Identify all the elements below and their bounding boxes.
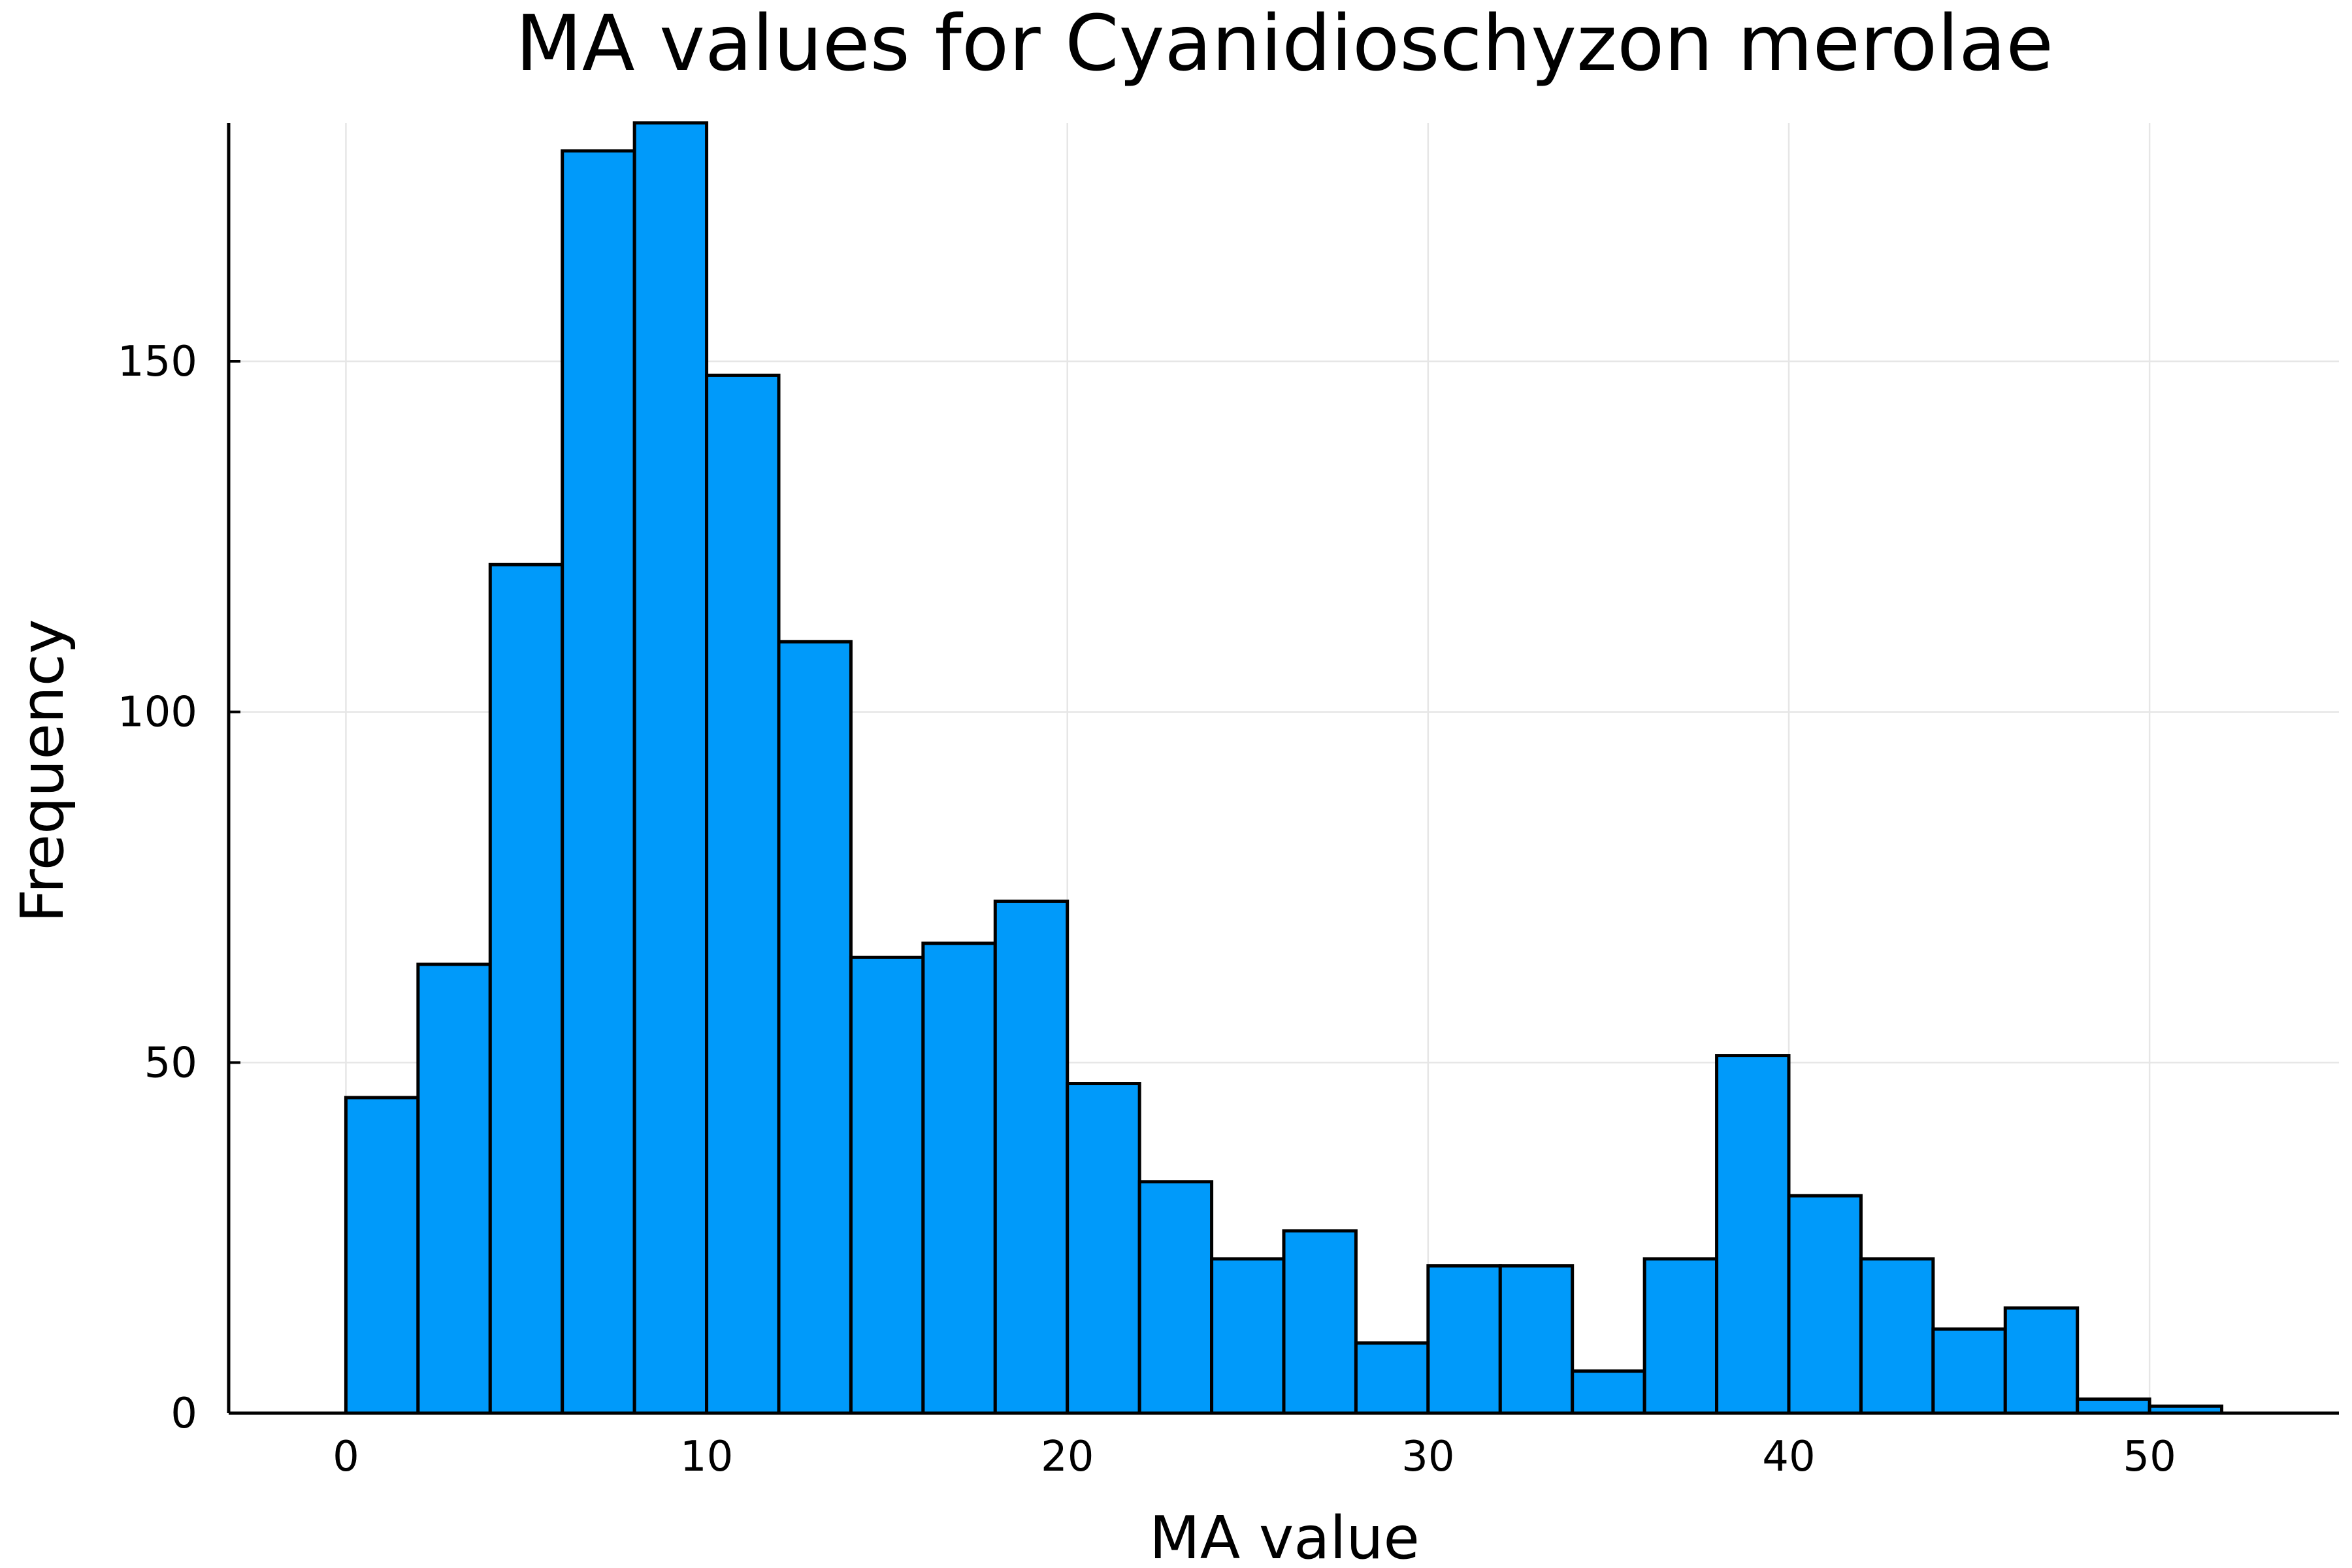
histogram-bar [1571, 1369, 1646, 1415]
histogram-bar [2076, 1397, 2151, 1415]
histogram-bar [1859, 1257, 1935, 1415]
histogram-bar [1282, 1229, 1358, 1415]
histogram-bar [488, 563, 564, 1415]
histogram-bar [2003, 1306, 2080, 1415]
histogram-bar [344, 1096, 420, 1415]
histogram-bar [1354, 1341, 1430, 1415]
axis-layer [227, 123, 2339, 1415]
histogram-bar [921, 941, 997, 1415]
histogram-bar [1426, 1264, 1502, 1415]
y-tick-label: 50 [144, 1039, 197, 1087]
tick-layer: 0 10 20 30 40 50 0 50 100 150 [118, 338, 2176, 1481]
histogram-bar [1210, 1257, 1286, 1415]
x-tick-label: 20 [1041, 1433, 1094, 1481]
x-tick-label: 10 [680, 1433, 733, 1481]
x-tick-label: 0 [333, 1433, 359, 1481]
histogram-bar [1715, 1054, 1791, 1415]
x-tick-label: 50 [2123, 1433, 2176, 1481]
histogram-bar [632, 121, 709, 1415]
histogram-bar [1787, 1194, 1863, 1415]
histogram-bar [777, 640, 853, 1415]
histogram-bar [705, 373, 781, 1415]
histogram-bar [1066, 1082, 1141, 1415]
x-tick-label: 40 [1762, 1433, 1815, 1481]
histogram-bar [849, 955, 925, 1415]
y-axis-label: Frequency [8, 619, 77, 923]
x-tick-label: 30 [1401, 1433, 1454, 1481]
chart-title: MA values for Cyanidioschyzon merolae [515, 0, 2053, 88]
y-tick-label: 0 [171, 1390, 197, 1438]
x-axis-label: MA value [1149, 1504, 1420, 1568]
histogram-bar [561, 149, 636, 1415]
histogram-bar [1931, 1327, 2007, 1415]
histogram-bar [1498, 1264, 1575, 1415]
y-tick-label: 100 [118, 689, 197, 737]
histogram-bar [1137, 1180, 1214, 1415]
histogram-bar [416, 962, 492, 1415]
histogram-bar [993, 899, 1070, 1415]
bar-layer [344, 121, 2224, 1415]
histogram-bar [1642, 1257, 1719, 1415]
y-tick-label: 150 [118, 338, 197, 386]
